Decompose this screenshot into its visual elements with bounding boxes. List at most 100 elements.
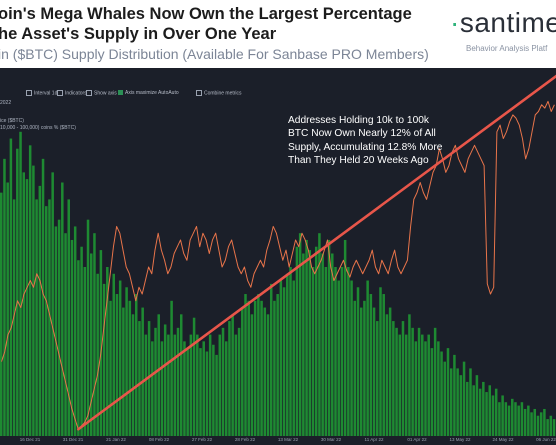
bar-53 [170,300,173,436]
x-tick-label-1: 31 Dec 21 [63,437,84,442]
bar-14 [44,206,48,436]
bar-16 [51,172,54,437]
bar-140 [449,368,453,436]
bar-136 [437,341,440,436]
brand-dot-icon: · [450,7,460,38]
bar-84 [269,283,273,436]
chart-toolbar: Interval 1d Indicators Show axis Axis ma… [0,70,556,114]
chart-annotation: Addresses Holding 10k to 100k BTC Now Ow… [288,114,528,167]
bar-144 [462,361,466,436]
annotation-line-1: Addresses Holding 10k to 100k [288,115,430,126]
legend-price: ice ($BTC) [0,118,24,124]
x-tick-label-10: 13 May 22 [449,437,471,442]
bar-6 [19,131,22,437]
toolbar-combine-metrics[interactable]: Combine metrics [196,90,242,96]
page-subtitle: in ($BTC) Supply Distribution (Available… [0,46,429,62]
bar-43 [138,321,141,436]
bar-27 [86,219,90,436]
chart-area: 16 Dec 21 31 Dec 21 21 Jan 22 08 Feb 22 27 F… [0,68,556,445]
bar-103 [331,253,334,436]
bar-10 [32,165,35,436]
bar-101 [324,267,328,436]
bar-46 [147,321,151,436]
bar-13 [41,158,45,436]
bar-117 [376,321,379,436]
bar-90 [289,267,292,436]
bar-145 [466,381,469,436]
bar-137 [440,351,443,436]
bar-5 [16,148,19,436]
bar-12 [38,185,42,436]
bar-61 [196,334,199,436]
bar-108 [347,267,350,436]
bar-47 [151,341,154,436]
bar-58 [186,348,189,436]
bar-131 [421,334,424,436]
bar-122 [392,321,395,436]
toolbar-axis-maximize[interactable]: Axis maximize AutoAuto [118,90,179,96]
bar-112 [359,307,363,436]
bar-141 [453,354,456,436]
bar-146 [469,368,472,436]
brand-tagline: Behavior Analysis Platf [466,44,548,53]
bar-91 [292,280,295,436]
bar-132 [424,341,427,436]
bar-30 [96,273,99,436]
bar-28 [89,253,93,436]
bar-124 [398,334,402,436]
bar-73 [234,334,238,436]
bar-142 [456,368,459,436]
x-tick-label-6: 13 Mar 22 [278,437,299,442]
toolbar-show-axis[interactable]: Show axis [86,90,117,96]
title-line-2: he Asset's Supply in Over One Year [0,25,277,43]
toolbar-indicators-label: Indicators [65,90,87,97]
bar-161 [517,405,520,436]
bar-164 [527,405,530,436]
bar-71 [228,321,231,436]
bar-68 [218,334,222,436]
bar-56 [179,314,183,436]
bar-79 [253,300,257,436]
bar-170 [546,419,549,436]
bar-114 [366,280,369,436]
bar-149 [478,388,482,436]
bar-157 [504,402,508,436]
page-title: oin's Mega Whales Now Own the Largest Pe… [0,4,418,44]
bar-8 [25,179,29,436]
brand-name: santime [459,7,556,38]
toolbar-indicators[interactable]: Indicators [57,90,87,96]
bar-119 [382,294,385,436]
bar-166 [533,408,537,436]
checkbox-icon [26,90,32,96]
toolbar-interval[interactable]: Interval 1d [26,90,57,96]
bar-99 [318,233,321,436]
bar-36 [115,294,119,436]
annotation-line-3: Supply, Accumulating 12.8% More [288,141,443,153]
bar-116 [372,307,376,436]
bar-113 [363,300,366,436]
bar-95 [305,239,308,436]
bar-51 [163,324,167,436]
bar-128 [411,327,414,436]
bar-102 [327,239,331,436]
bar-83 [266,314,270,436]
bar-50 [160,341,164,436]
bar-33 [106,267,109,436]
bar-4 [12,199,16,436]
bar-76 [244,294,247,436]
bar-17 [54,226,58,436]
bar-169 [543,408,546,436]
bar-72 [231,314,234,436]
bar-127 [408,314,411,436]
bar-62 [199,348,202,436]
bar-34 [109,300,112,436]
bar-75 [241,307,244,436]
bar-111 [356,287,360,436]
bar-81 [260,300,263,436]
toolbar-axis-maximize-label: Axis maximize AutoAuto [125,90,179,96]
bar-70 [224,341,228,436]
bar-60 [192,317,196,436]
bar-152 [488,385,492,436]
bar-168 [539,412,543,436]
bar-98 [314,246,318,436]
